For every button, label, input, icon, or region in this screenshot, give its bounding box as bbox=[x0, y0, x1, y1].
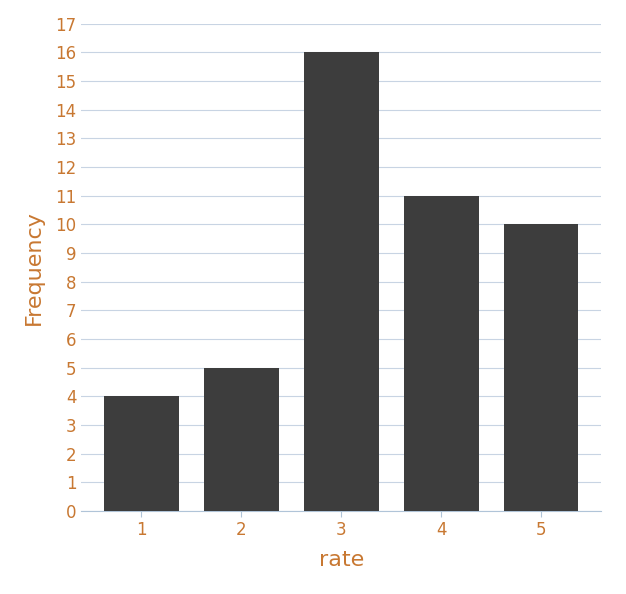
X-axis label: rate: rate bbox=[319, 551, 364, 570]
Bar bbox=[404, 195, 478, 511]
Bar bbox=[304, 52, 379, 511]
Y-axis label: Frequency: Frequency bbox=[24, 210, 44, 325]
Bar bbox=[503, 225, 578, 511]
Bar bbox=[104, 396, 179, 511]
Bar bbox=[204, 368, 279, 511]
